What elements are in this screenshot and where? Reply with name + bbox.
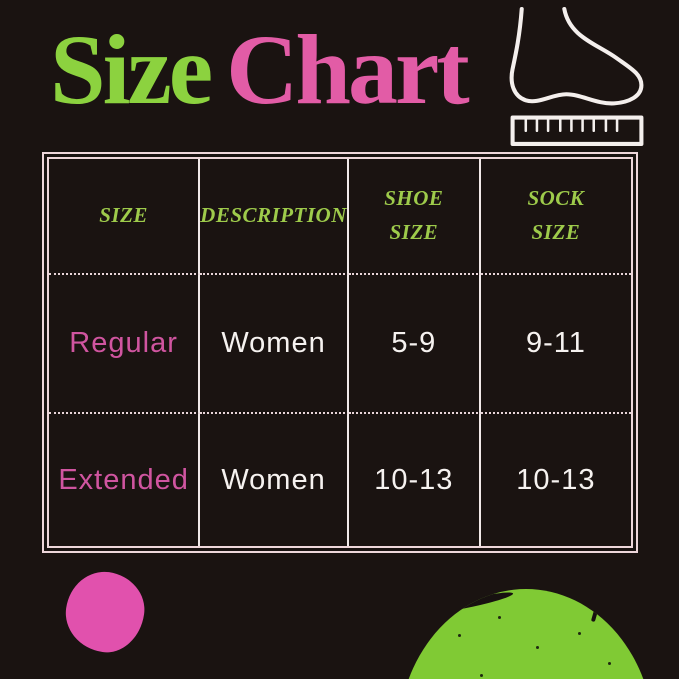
blob-tick-mark xyxy=(590,598,602,623)
header-cell-description: DESCRIPTION xyxy=(200,159,349,275)
cell-extended-shoe-size: 10-13 xyxy=(349,414,481,546)
title-word-size: Size xyxy=(50,14,213,125)
page-title: Size Chart xyxy=(50,20,470,120)
blob-highlight-slash xyxy=(428,589,514,616)
size-table-inner-border: SIZE DESCRIPTION SHOE SIZE SOCK SIZE Reg… xyxy=(47,157,633,548)
foot-measure-icon xyxy=(509,7,644,146)
ruler-ticks-icon xyxy=(524,118,619,133)
size-table-grid: SIZE DESCRIPTION SHOE SIZE SOCK SIZE Reg… xyxy=(49,159,631,546)
size-table: SIZE DESCRIPTION SHOE SIZE SOCK SIZE Reg… xyxy=(42,152,638,553)
cell-regular-sock-size: 9-11 xyxy=(480,275,631,414)
green-blob-decoration xyxy=(398,589,654,679)
ruler-icon xyxy=(510,115,644,146)
cell-regular-size: Regular xyxy=(49,275,201,414)
cell-extended-size: Extended xyxy=(49,414,201,546)
cell-extended-description: Women xyxy=(200,414,349,546)
cell-extended-sock-size: 10-13 xyxy=(516,463,596,496)
pink-circle-decoration xyxy=(60,566,150,658)
title-word-chart: Chart xyxy=(226,14,470,125)
cell-regular-description: Women xyxy=(200,275,349,414)
header-cell-size: SIZE xyxy=(49,159,201,275)
blob-speckles xyxy=(458,634,461,637)
header-cell-shoe-size: SHOE SIZE xyxy=(348,159,481,275)
header-cell-sock-size: SOCK SIZE xyxy=(480,159,631,275)
cell-regular-shoe-size: 5-9 xyxy=(348,275,481,414)
foot-outline-icon xyxy=(509,7,644,106)
